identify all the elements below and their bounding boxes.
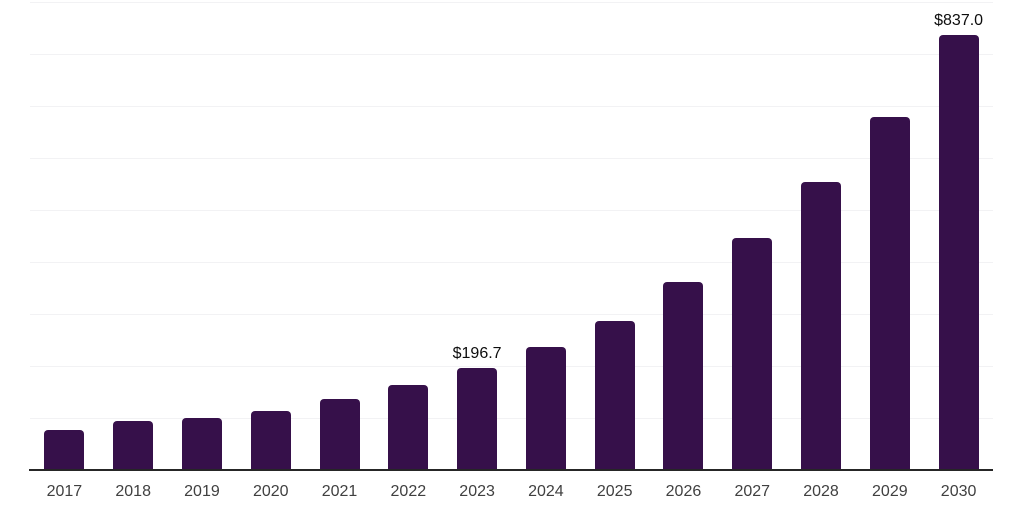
bar-2030[interactable] (938, 34, 979, 470)
x-axis-label-2029: 2029 (872, 483, 908, 500)
gridline-100 (30, 418, 993, 419)
data-label-2023: $196.7 (452, 344, 502, 362)
gridline-500 (30, 210, 993, 211)
x-axis-label-2018: 2018 (115, 483, 151, 500)
bar-2017[interactable] (44, 429, 85, 470)
gridline-200 (30, 366, 993, 367)
gridline-800 (30, 54, 993, 55)
gridline-400 (30, 262, 993, 263)
x-axis-label-2022: 2022 (390, 483, 427, 500)
bar-2018[interactable] (113, 420, 154, 470)
x-axis-label-2028: 2028 (803, 483, 839, 500)
bar-2026[interactable] (663, 281, 704, 470)
x-axis-label-2017: 2017 (46, 483, 83, 500)
gridline-600 (30, 158, 993, 159)
bar-2028[interactable] (801, 181, 842, 470)
x-axis-label-2023: 2023 (459, 483, 495, 500)
gridline-300 (30, 314, 993, 315)
x-axis-label-2021: 2021 (321, 483, 358, 500)
bar-2025[interactable] (594, 320, 635, 470)
x-axis-label-2026: 2026 (665, 483, 702, 500)
bar-2022[interactable] (388, 385, 429, 470)
x-axis-label-2025: 2025 (596, 483, 633, 500)
bar-2021[interactable] (319, 399, 360, 470)
x-axis-label-2027: 2027 (734, 483, 771, 500)
x-axis-label-2030: 2030 (940, 483, 977, 500)
gridline-700 (30, 106, 993, 107)
gridline-900 (30, 2, 993, 3)
bar-2023[interactable] (457, 367, 498, 470)
bar-2024[interactable] (525, 347, 566, 470)
bar-2020[interactable] (250, 410, 291, 470)
bar-2029[interactable] (869, 117, 910, 470)
data-label-2030: $837.0 (934, 11, 984, 29)
x-axis-label-2019: 2019 (184, 483, 220, 500)
x-axis-label-2020: 2020 (252, 483, 289, 500)
bar-2019[interactable] (181, 417, 222, 470)
x-axis-label-2024: 2024 (528, 483, 564, 500)
x-axis-line (29, 469, 993, 471)
bar-2027[interactable] (732, 238, 773, 470)
